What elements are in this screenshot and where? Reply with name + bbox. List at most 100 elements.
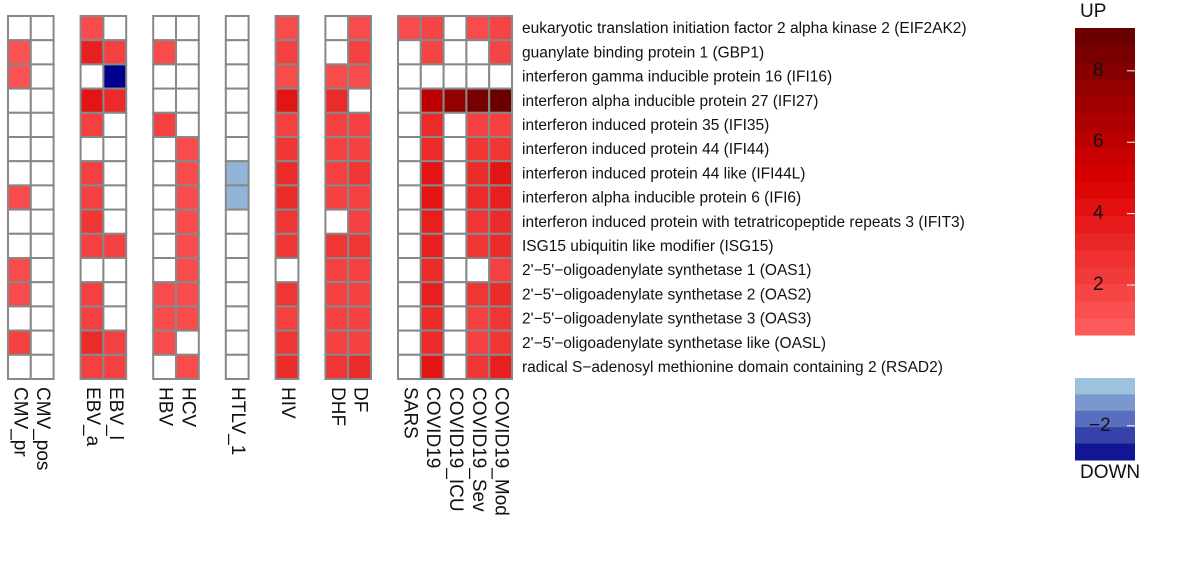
empty-cell — [442, 15, 468, 42]
empty-cell — [152, 353, 177, 380]
empty-cell — [152, 15, 177, 42]
heatmap-cell — [488, 232, 514, 260]
empty-cell — [7, 208, 32, 235]
empty-cell — [102, 111, 128, 139]
empty-cell — [102, 15, 128, 42]
empty-cell — [152, 136, 177, 163]
heatmap-cell — [488, 353, 514, 380]
row-label: 2'−5'−oligoadenylate synthetase 3 (OAS3) — [522, 311, 811, 328]
heatmap-cell — [419, 232, 445, 260]
empty-cell — [224, 136, 250, 163]
colorbar-step — [1075, 28, 1135, 46]
colorbar-step — [1075, 300, 1135, 319]
heatmap-cell — [7, 281, 32, 308]
empty-cell — [224, 39, 250, 66]
column-label: HCV — [177, 387, 198, 427]
empty-cell — [152, 232, 177, 260]
heatmap-cell — [488, 136, 514, 163]
empty-cell — [29, 208, 55, 235]
heatmap-cell — [79, 87, 105, 114]
heatmap-cell — [102, 87, 128, 114]
heatmap-cell — [274, 15, 300, 42]
empty-cell — [152, 87, 177, 114]
heatmap-cell — [79, 353, 105, 380]
row-label: ISG15 ubiquitin like modifier (ISG15) — [522, 238, 774, 255]
row-label: eukaryotic translation initiation factor… — [522, 20, 967, 37]
colorbar-step — [1075, 96, 1135, 114]
empty-cell — [152, 208, 177, 235]
empty-cell — [224, 111, 250, 139]
heatmap-cell — [175, 257, 200, 284]
row-label: 2'−5'−oligoadenylate synthetase like (OA… — [522, 335, 826, 352]
empty-cell — [397, 111, 422, 139]
colorbar-step — [1075, 266, 1135, 285]
empty-cell — [397, 257, 422, 284]
empty-cell — [175, 111, 200, 139]
empty-cell — [324, 208, 350, 235]
heatmap-cell — [419, 208, 445, 235]
heatmap-cell — [488, 111, 514, 139]
empty-cell — [224, 15, 250, 42]
colorbar-tick-label: 8 — [1093, 60, 1104, 81]
empty-cell — [442, 329, 468, 356]
heatmap-cell — [465, 87, 491, 114]
heatmap-cell — [324, 111, 350, 139]
heatmap-cell — [102, 63, 128, 90]
heatmap-cell — [79, 232, 105, 260]
heatmap-cell — [419, 281, 445, 308]
empty-cell — [152, 184, 177, 211]
empty-cell — [324, 39, 350, 66]
heatmap-cell — [465, 184, 491, 211]
colorbar-step — [1075, 164, 1135, 182]
heatmap-cell — [347, 39, 373, 66]
heatmap-cell — [7, 184, 32, 211]
empty-cell — [175, 329, 200, 356]
empty-cell — [152, 160, 177, 187]
colorbar-step — [1075, 283, 1135, 302]
legend-up-label: UP — [1080, 1, 1106, 22]
colorbar-step — [1075, 79, 1135, 97]
heatmap-cell — [324, 281, 350, 308]
empty-cell — [442, 184, 468, 211]
row-label: interferon induced protein 44 (IFI44) — [522, 141, 769, 158]
empty-cell — [442, 111, 468, 139]
heatmap-cell — [175, 160, 200, 187]
empty-cell — [7, 111, 32, 139]
heatmap-cell — [347, 160, 373, 187]
colorbar-step — [1075, 198, 1135, 217]
heatmap-cell — [324, 353, 350, 380]
heatmap-cell — [347, 329, 373, 356]
empty-cell — [397, 87, 422, 114]
colorbar-step — [1075, 130, 1135, 148]
colorbar-step — [1075, 249, 1135, 268]
column-label: HBV — [155, 387, 176, 426]
empty-cell — [102, 305, 128, 332]
colorbar-tick-label: −2 — [1089, 415, 1111, 436]
heatmap-cell — [442, 87, 468, 114]
heatmap-cell — [465, 111, 491, 139]
heatmap-cell — [419, 87, 445, 114]
empty-cell — [224, 353, 250, 380]
empty-cell — [102, 281, 128, 308]
row-label: 2'−5'−oligoadenylate synthetase 2 (OAS2) — [522, 286, 811, 303]
empty-cell — [7, 15, 32, 42]
colorbar-step — [1075, 45, 1135, 63]
heatmap-cell — [79, 39, 105, 66]
heatmap-cell — [274, 305, 300, 332]
column-label: COVID19 — [422, 387, 443, 468]
heatmap-cell — [419, 39, 445, 66]
heatmap-cell — [324, 329, 350, 356]
empty-cell — [397, 160, 422, 187]
heatmap-cell — [419, 160, 445, 187]
heatmap-cell — [175, 353, 200, 380]
heatmap-cell — [7, 39, 32, 66]
heatmap-cell — [274, 160, 300, 187]
heatmap-cell — [465, 305, 491, 332]
empty-cell — [29, 257, 55, 284]
empty-cell — [224, 281, 250, 308]
heatmap-cell — [419, 329, 445, 356]
empty-cell — [175, 39, 200, 66]
legend-down-label: DOWN — [1080, 462, 1140, 483]
colorbar-step — [1075, 410, 1135, 428]
